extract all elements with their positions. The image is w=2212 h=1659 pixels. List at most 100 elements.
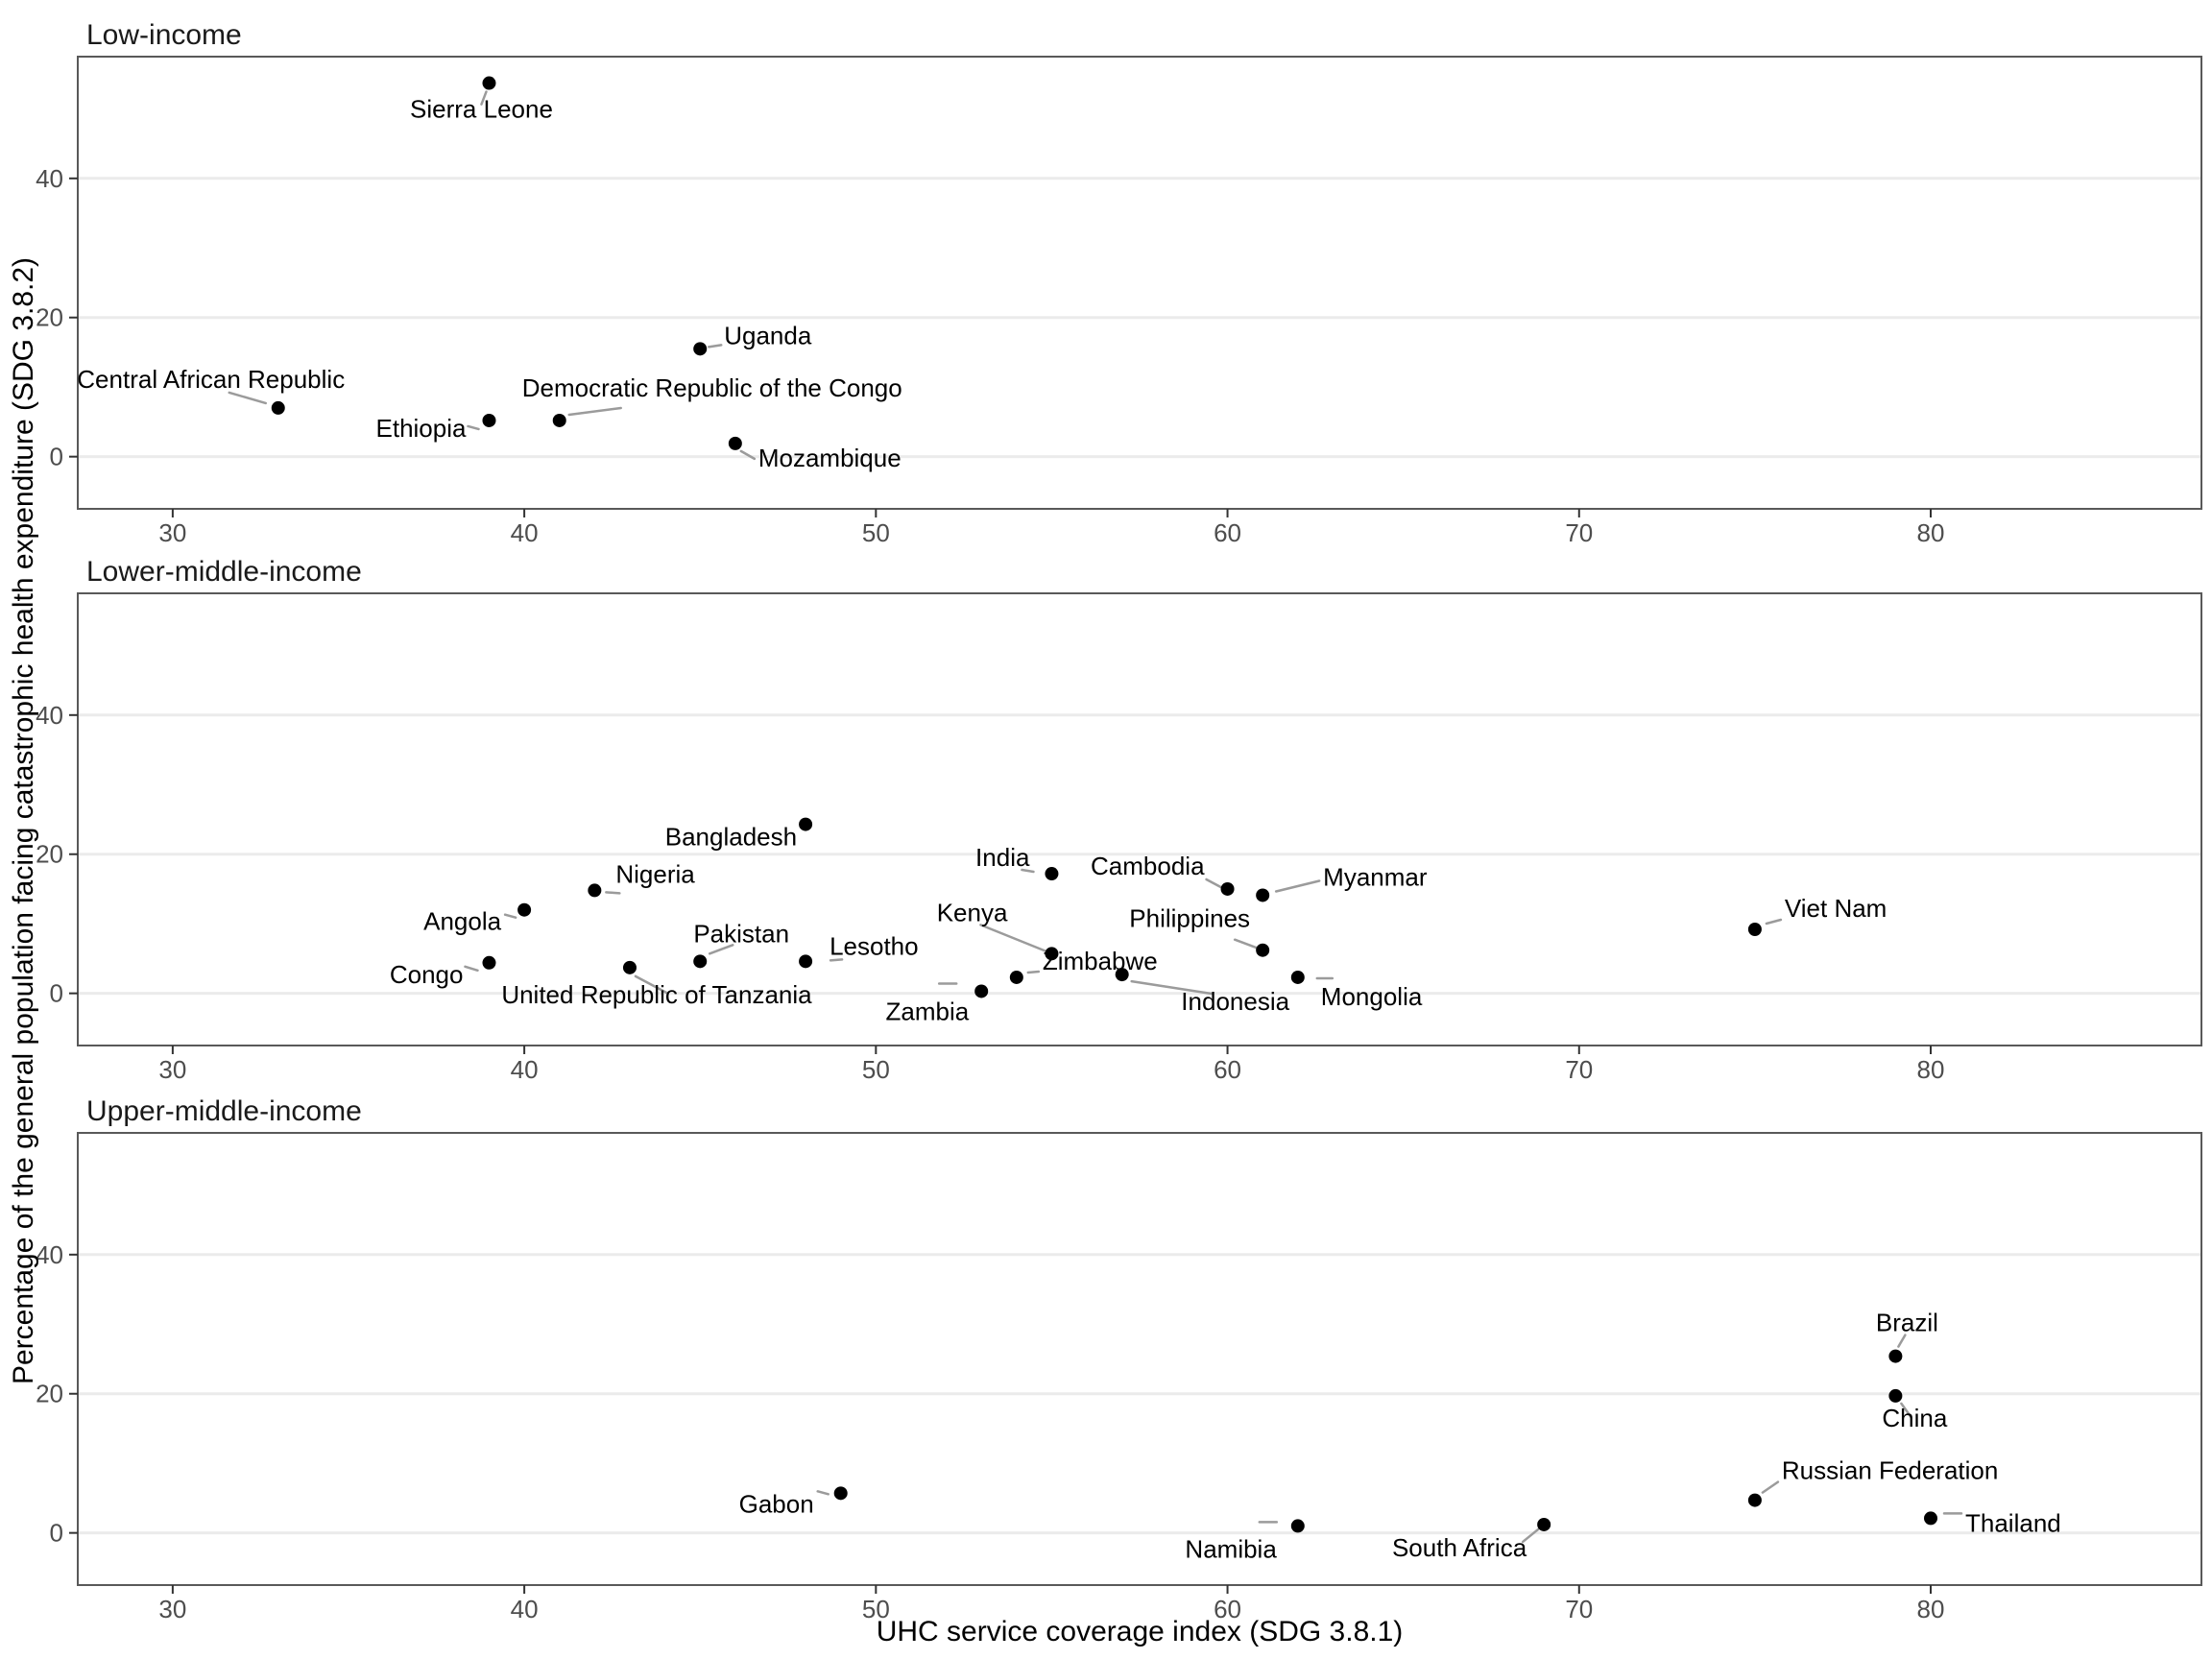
point-label-zambia: Zambia: [885, 997, 969, 1025]
leader-line-united-republic-of-tanzania: [634, 974, 668, 995]
leader-line-ethiopia: [467, 424, 480, 431]
point-label-viet-nam: Viet Nam: [1785, 894, 1887, 923]
point-label-namibia: Namibia: [1185, 1534, 1277, 1563]
x-tick-label-60: 60: [1214, 518, 1241, 547]
panel-border: [77, 56, 2202, 510]
leader-line-cambodia: [1205, 878, 1222, 889]
x-tick-label-30: 30: [158, 1595, 186, 1623]
data-point-kenya: [1045, 947, 1059, 961]
leader-line-lesotho: [829, 958, 844, 962]
leader-line-south-africa: [1521, 1527, 1540, 1544]
x-tick-label-40: 40: [511, 1595, 539, 1623]
facet-panel-upper-middle-income: Upper-middle-income 30 40 50 60 70 80 0 20 40 Braz…: [36, 1095, 2202, 1623]
data-point-ethiopia: [482, 413, 496, 427]
y-tick-label-40: 40: [36, 164, 63, 193]
data-point-myanmar: [1256, 888, 1270, 902]
point-label-russian-federation: Russian Federation: [1782, 1456, 1998, 1485]
leader-line-india: [1021, 868, 1035, 874]
data-point-namibia: [1290, 1519, 1305, 1533]
x-tick-label-60: 60: [1214, 1595, 1241, 1623]
x-tick-label-40: 40: [511, 1055, 539, 1084]
y-tick-label-20: 20: [36, 303, 63, 332]
point-label-united-republic-of-tanzania: United Republic of Tanzania: [501, 980, 812, 1009]
y-tick-label-0: 0: [50, 979, 63, 1008]
leader-line-mozambique: [739, 449, 757, 461]
facet-panel-lower-middle-income: Lower-middle-income 30 40 50 60 70 80 0 20 40 Bang…: [36, 556, 2202, 1084]
x-tick-label-70: 70: [1565, 1055, 1593, 1084]
facet-title: Lower-middle-income: [86, 556, 362, 588]
point-label-nigeria: Nigeria: [615, 859, 695, 888]
x-tick-label-40: 40: [511, 518, 539, 547]
data-point-viet-nam: [1747, 922, 1762, 936]
point-label-indonesia: Indonesia: [1181, 987, 1289, 1016]
leader-line-russian-federation: [1761, 1480, 1780, 1494]
data-point-cambodia: [1220, 881, 1235, 896]
data-point-zimbabwe: [1009, 970, 1023, 984]
data-point-thailand: [1924, 1511, 1938, 1526]
y-tick-label-40: 40: [36, 701, 63, 730]
point-label-kenya: Kenya: [937, 898, 1008, 926]
data-point-united-republic-of-tanzania: [622, 960, 637, 974]
leader-line-congo: [464, 965, 479, 973]
point-label-south-africa: South Africa: [1392, 1533, 1527, 1562]
data-point-mozambique: [728, 436, 742, 450]
x-tick-label-80: 80: [1917, 1595, 1945, 1623]
y-tick-label-0: 0: [50, 443, 63, 471]
point-label-myanmar: Myanmar: [1323, 862, 1428, 891]
x-tick-label-30: 30: [158, 518, 186, 547]
point-label-central-african-republic: Central African Republic: [77, 365, 345, 394]
leader-line-nigeria: [605, 891, 621, 895]
panel-border: [77, 1132, 2202, 1586]
data-point-uganda: [693, 342, 708, 356]
point-label-congo: Congo: [390, 960, 464, 989]
leader-line-pakistan: [708, 944, 734, 955]
x-tick-label-50: 50: [862, 518, 890, 547]
leader-line-uganda: [707, 344, 723, 349]
leader-line-brazil: [1897, 1334, 1907, 1348]
data-point-lesotho: [799, 954, 813, 969]
y-tick-label-20: 20: [36, 1380, 63, 1408]
data-point-angola: [517, 902, 532, 917]
facet-title: Low-income: [86, 19, 242, 51]
leader-line-china: [1900, 1402, 1912, 1419]
data-point-sierra-leone: [482, 76, 496, 90]
facet-panel-low-income: Low-income 30 40 50 60 70 80 0 20 40 Sierra Leone U…: [36, 19, 2202, 547]
point-label-zimbabwe: Zimbabwe: [1043, 947, 1158, 975]
point-label-pakistan: Pakistan: [693, 919, 789, 948]
x-tick-label-60: 60: [1214, 1055, 1241, 1084]
point-label-thailand: Thailand: [1965, 1508, 2061, 1537]
point-label-mongolia: Mongolia: [1321, 982, 1423, 1011]
y-tick-label-20: 20: [36, 840, 63, 869]
leader-line-sierra-leone: [480, 90, 488, 106]
leader-line-angola: [503, 913, 517, 919]
y-tick-label-0: 0: [50, 1519, 63, 1548]
leader-line-central-african-republic: [228, 391, 267, 405]
data-point-zambia: [974, 984, 989, 998]
data-point-indonesia: [1115, 968, 1129, 982]
point-label-bangladesh: Bangladesh: [665, 823, 797, 852]
leader-line-democratic-republic-of-the-congo: [567, 406, 622, 417]
x-tick-label-50: 50: [862, 1055, 890, 1084]
point-label-china: China: [1882, 1404, 1947, 1432]
data-point-pakistan: [693, 954, 708, 969]
point-label-gabon: Gabon: [739, 1489, 814, 1518]
data-point-central-african-republic: [271, 400, 285, 415]
leader-line-kenya: [979, 924, 1046, 952]
data-point-russian-federation: [1747, 1493, 1762, 1507]
leader-line-myanmar: [1274, 879, 1321, 893]
x-tick-label-30: 30: [158, 1055, 186, 1084]
point-label-sierra-leone: Sierra Leone: [410, 95, 553, 124]
point-label-uganda: Uganda: [724, 321, 812, 349]
point-label-democratic-republic-of-the-congo: Democratic Republic of the Congo: [522, 373, 902, 402]
x-tick-label-80: 80: [1917, 518, 1945, 547]
point-label-brazil: Brazil: [1876, 1309, 1938, 1337]
data-point-congo: [482, 955, 496, 970]
y-tick-label-40: 40: [36, 1240, 63, 1269]
data-point-china: [1888, 1388, 1903, 1403]
point-label-angola: Angola: [423, 907, 501, 936]
data-point-philippines: [1256, 943, 1270, 957]
point-label-cambodia: Cambodia: [1091, 852, 1205, 880]
point-label-lesotho: Lesotho: [830, 931, 919, 960]
